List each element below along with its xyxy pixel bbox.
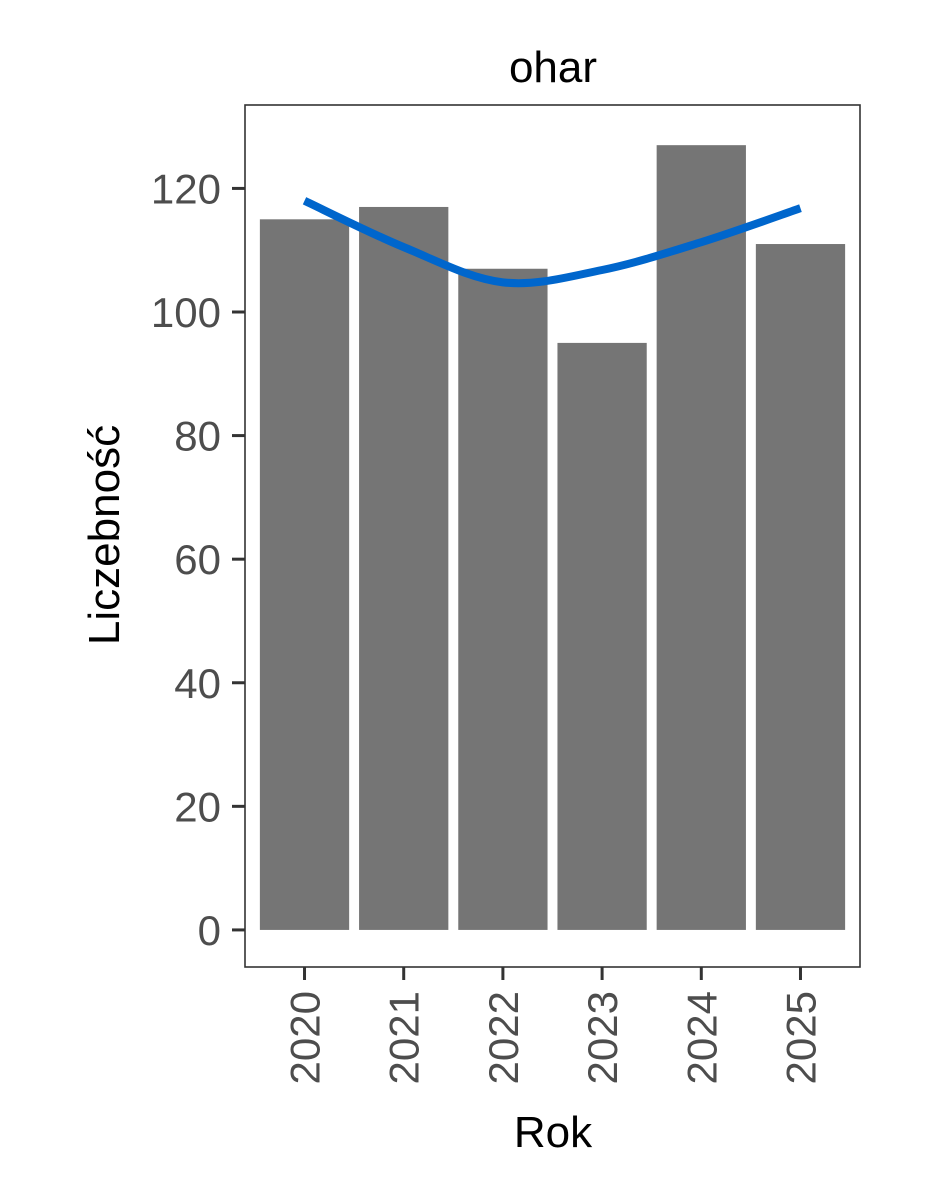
y-axis-title: Liczebność	[80, 425, 129, 645]
y-tick-label: 20	[174, 783, 221, 830]
y-tick-label: 40	[174, 660, 221, 707]
x-tick-label: 2022	[480, 991, 527, 1084]
bar-2025	[755, 244, 846, 930]
x-axis-title: Rok	[514, 1108, 593, 1157]
bars-group	[259, 145, 846, 930]
x-axis: 2020 2021 2022 2023 2024 2025	[282, 967, 824, 1084]
bar-2021	[359, 206, 449, 930]
y-tick-label: 120	[151, 165, 221, 212]
bar-2024	[656, 145, 746, 930]
x-tick-label: 2024	[678, 991, 725, 1084]
y-tick-label: 0	[198, 907, 221, 954]
y-tick-label: 100	[151, 289, 221, 336]
bar-2022	[458, 268, 548, 930]
trend-line	[302, 197, 802, 288]
bar-2020	[259, 219, 350, 930]
x-tick-label: 2020	[282, 991, 329, 1084]
plot-panel	[244, 104, 861, 968]
y-tick-label: 60	[174, 536, 221, 583]
y-tick-label: 80	[174, 413, 221, 460]
bar-2023	[557, 342, 647, 930]
x-tick-label: 2023	[579, 991, 626, 1084]
chart-title: ohar	[509, 43, 597, 92]
x-tick-label: 2021	[381, 991, 428, 1084]
x-tick-label: 2025	[777, 991, 824, 1084]
y-axis: 0 20 40 60 80 100 120	[151, 165, 245, 954]
